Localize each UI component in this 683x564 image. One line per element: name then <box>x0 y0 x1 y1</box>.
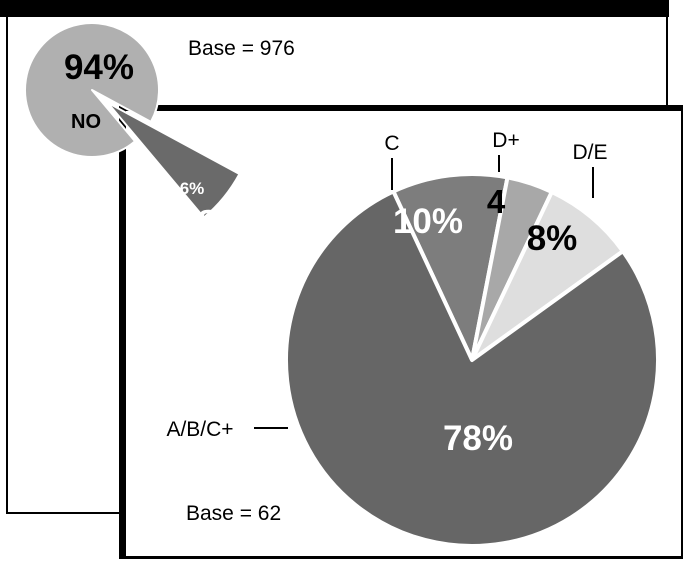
base-label-1: Base = 976 <box>188 37 295 60</box>
slice-abc-value: 78% <box>443 419 513 458</box>
pie-chart-2 <box>284 172 660 548</box>
back-panel-header <box>0 0 669 17</box>
slice-no-label: NO <box>71 111 101 133</box>
pie-chart-1 <box>24 22 241 219</box>
pie-slice-c <box>391 172 510 362</box>
slice-c-value: 10% <box>393 202 463 241</box>
pie-slice-no <box>24 22 160 158</box>
base-label-2: Base = 62 <box>186 502 281 525</box>
slice-dplus-label: D+ <box>492 129 519 152</box>
slice-abc-label: A/B/C+ <box>166 418 233 441</box>
slice-dplus-value: 4 <box>487 183 506 220</box>
pie-slice-si <box>106 101 241 219</box>
pie-slice-a-b-c- <box>284 189 660 548</box>
slice-si-label: SI <box>197 203 228 240</box>
slice-si-value: 6% <box>180 179 205 198</box>
slice-no-value: 94% <box>64 48 134 87</box>
slice-c-label: C <box>384 132 399 155</box>
slice-de-value: 8% <box>527 219 578 258</box>
slice-de-label: D/E <box>572 141 607 164</box>
